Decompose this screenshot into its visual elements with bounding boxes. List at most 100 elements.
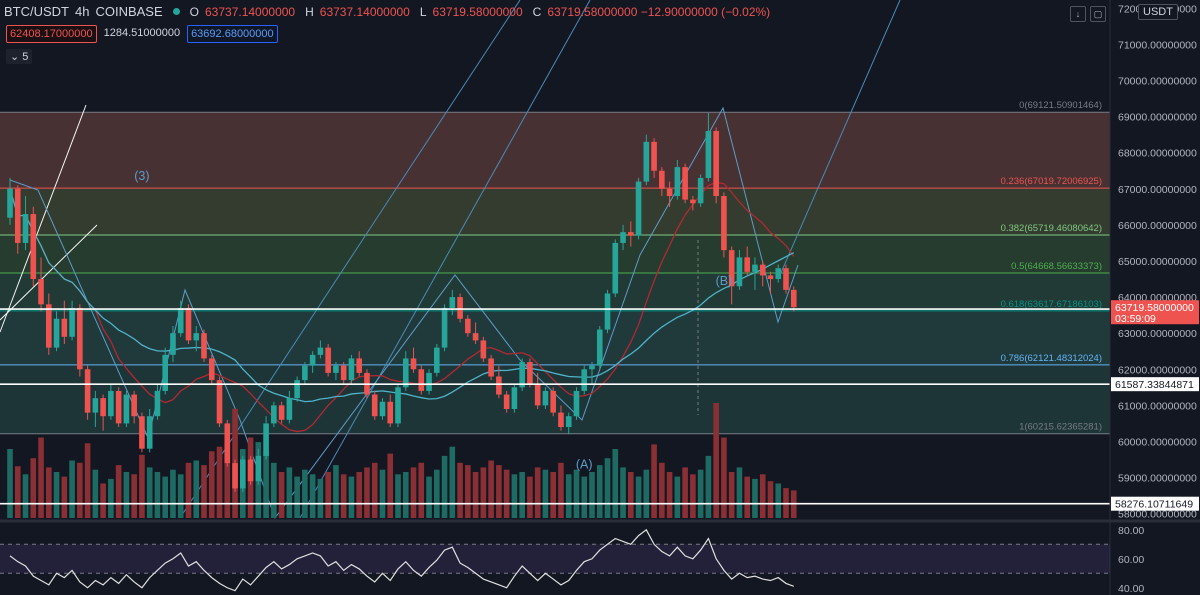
volume-bar [208,451,215,518]
candle [302,365,308,381]
fib-level-label: 1(60215.62365281) [1019,422,1102,433]
volume-bar [573,469,580,518]
candle [775,268,782,280]
trend-line [0,104,87,333]
candle [581,369,588,391]
volume-bar [752,478,758,518]
volume-bar [519,472,525,518]
volume-bar [115,465,122,518]
candle [449,297,456,308]
trend-line [0,224,98,321]
candle [193,333,200,341]
candle [356,358,362,373]
rsi-band [0,544,1110,574]
volume-bar [690,474,696,518]
price-tick-label: 61000.00000000 [1118,400,1197,412]
candle [139,416,145,449]
volume-bar [628,472,634,518]
volume-bar [410,467,417,518]
last-price-tag [1111,300,1199,325]
low-label: L [419,4,427,19]
volume-bar [503,469,510,518]
candle [46,304,52,348]
candle [278,405,285,420]
candle [573,390,580,417]
candle [736,257,743,287]
chart-controls: ↓ ▢ [1070,6,1106,22]
maximize-icon[interactable]: ▢ [1090,6,1106,22]
candle [550,390,556,413]
trend-line [779,0,901,276]
volume-bar [294,476,300,518]
fib-zone [0,272,1110,311]
volume-bar [22,474,29,518]
volume-bar [154,472,161,518]
last-price-label: 63719.58000000 [1115,302,1194,314]
volume-bar [596,465,603,518]
volume-bar [131,474,137,518]
high-value: 63737.14000000 [319,4,410,19]
candle [325,347,331,373]
candle [177,307,184,334]
interval-label[interactable]: 4h [75,4,90,19]
volume-bar [418,462,425,518]
rsi-tick-label: 40.00 [1118,583,1144,595]
price-tick-label: 68000.00000000 [1118,148,1197,160]
volume-bar [92,469,99,518]
volume-bar [77,462,83,518]
volume-bar [682,467,688,518]
volume-bar [550,472,556,518]
candle [441,307,448,348]
volume-bar [379,469,386,518]
volume-bar [69,460,75,518]
volume-bar [767,481,774,518]
volume-bar [193,460,200,518]
candle [472,333,479,341]
price-tick-label: 69000.00000000 [1118,112,1197,124]
candle [752,264,758,272]
candle [744,257,750,272]
candle [61,318,68,337]
candle [224,423,231,464]
indicators-collapse-button[interactable]: ⌄ 5 [6,49,33,64]
exchange-label: COINBASE [95,4,163,19]
candle [596,329,603,366]
volume-bar [309,474,316,518]
price-tick-label: 62000.00000000 [1118,364,1197,376]
rsi-line [9,528,794,592]
volume-bar [534,467,541,518]
fib-level-label: 0(69121.50901464) [1019,100,1102,111]
candle [480,340,487,359]
volume-bar [488,460,494,518]
arrow-down-icon[interactable]: ↓ [1070,6,1086,22]
volume-bar [108,478,114,518]
candle [558,412,564,428]
candle [100,398,106,417]
candle [565,416,572,428]
volume-bar [185,462,192,518]
volume-bar [441,455,448,518]
fib-level-label: 0.382(65719.46080642) [1001,223,1102,234]
volume-bar [170,469,176,518]
symbol-label[interactable]: BTC/USDT [4,4,69,19]
candle [666,188,673,197]
price-tick-label: 65000.00000000 [1118,256,1197,268]
candle [628,232,634,236]
fib-level-label: 0.618(63617.67186103) [1001,299,1102,310]
wave-label: (3) [134,169,149,183]
volume-bar [542,469,549,518]
indicator-value-1: 62408.17000000 [6,25,97,43]
volume-bar [7,449,13,518]
candle [232,463,238,489]
volume-bar [139,454,145,518]
candle [721,196,727,251]
fib-level-label: 0.236(67019.72006925) [1001,176,1102,187]
candle [240,459,246,489]
volume-bar [744,476,750,518]
candle [542,390,549,406]
candle [589,365,595,370]
candle [14,188,21,243]
currency-button[interactable]: USDT [1138,4,1178,20]
market-status-icon [172,8,180,15]
